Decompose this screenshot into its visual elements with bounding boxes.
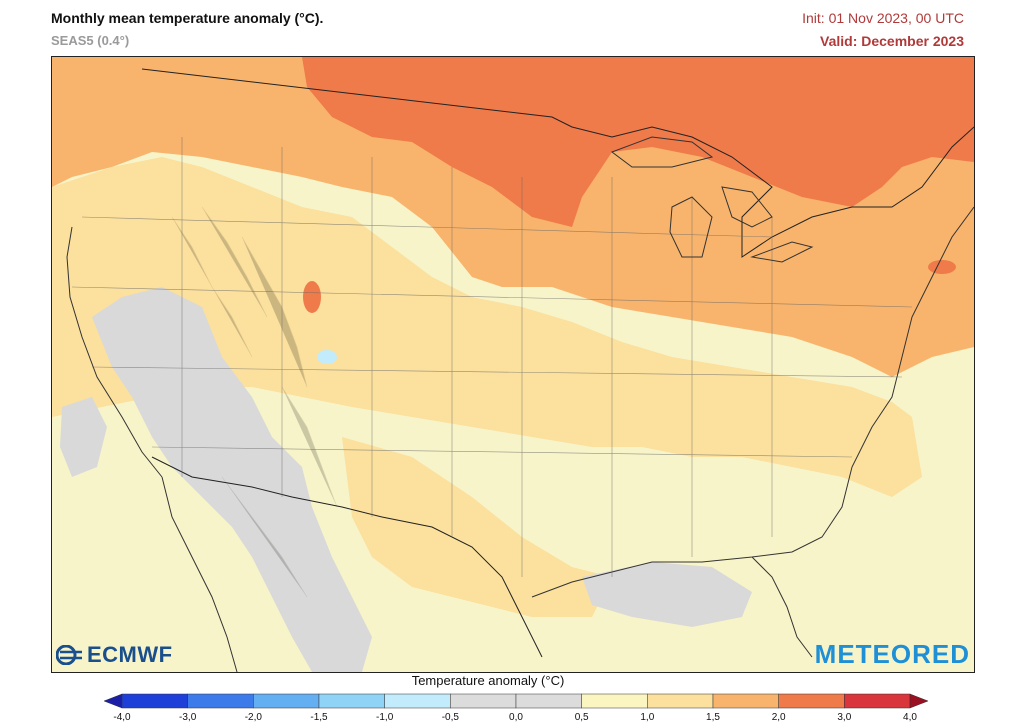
- map-panel[interactable]: ECMWF METEORED: [51, 56, 975, 673]
- country-borders: [141, 68, 974, 658]
- colorbar-tick-label: 1,0: [640, 712, 655, 723]
- colorbar-tick-label: 0,5: [574, 712, 589, 723]
- colorbar-tick-label: 4,0: [903, 712, 917, 723]
- ecmwf-logo-text: ECMWF: [87, 642, 173, 667]
- colorbar-tick-label: -2,0: [244, 712, 262, 723]
- colorbar-cell: [515, 693, 582, 709]
- colorbar-cell: [384, 693, 451, 709]
- chart-title: Monthly mean temperature anomaly (°C).: [51, 10, 324, 26]
- warm-spot-atlantic: [928, 260, 956, 274]
- coastlines: [66, 206, 974, 672]
- model-label: SEAS5 (0.4°): [51, 33, 130, 48]
- colorbar-high-arrow: [909, 693, 928, 709]
- colorbar-cell: [121, 693, 188, 709]
- neutral-zone-pacific: [60, 397, 107, 477]
- colorbar-tick-label: -4,0: [113, 712, 131, 723]
- great-lakes: [610, 136, 814, 263]
- weak-warm-interior: [52, 157, 922, 497]
- ecmwf-icon: [56, 645, 84, 665]
- warm-spot-rockies: [303, 281, 321, 313]
- colorbar-cell: [844, 693, 911, 709]
- valid-period: Valid: December 2023: [820, 33, 964, 49]
- colorbar-tick-label: -0,5: [441, 712, 459, 723]
- colorbar-tick-label: -1,0: [376, 712, 394, 723]
- colorbar-tick-label: 2,0: [771, 712, 786, 723]
- colorbar-tick-label: 3,0: [837, 712, 852, 723]
- colorbar-tick-label: -1,5: [310, 712, 328, 723]
- colorbar-cell: [647, 693, 714, 709]
- ecmwf-logo: ECMWF: [56, 642, 173, 668]
- colorbar-cell: [318, 693, 385, 709]
- colorbar: [104, 693, 928, 709]
- colorbar-low-arrow: [104, 693, 123, 709]
- colorbar-tick-label: 0,0: [509, 712, 523, 723]
- init-time: Init: 01 Nov 2023, 00 UTC: [802, 10, 964, 26]
- colorbar-tick-label: 1,5: [706, 712, 720, 723]
- legend-title: Temperature anomaly (°C): [411, 673, 565, 688]
- colorbar-cell: [253, 693, 320, 709]
- warm-zone-mexico: [342, 437, 612, 617]
- colorbar-cell: [712, 693, 779, 709]
- colorbar-cell: [187, 693, 254, 709]
- meteored-logo: METEORED: [814, 639, 970, 669]
- colorbar-cell: [450, 693, 517, 709]
- colorbar-cell: [778, 693, 845, 709]
- anomaly-map: [52, 57, 974, 672]
- colorbar-tick-label: -3,0: [179, 712, 197, 723]
- cool-patch: [317, 350, 337, 364]
- neutral-zone-west: [92, 287, 372, 672]
- neutral-zone-gulf: [582, 562, 752, 627]
- terrain-shading: [171, 206, 338, 598]
- state-borders: [71, 137, 913, 577]
- colorbar-cell: [581, 693, 648, 709]
